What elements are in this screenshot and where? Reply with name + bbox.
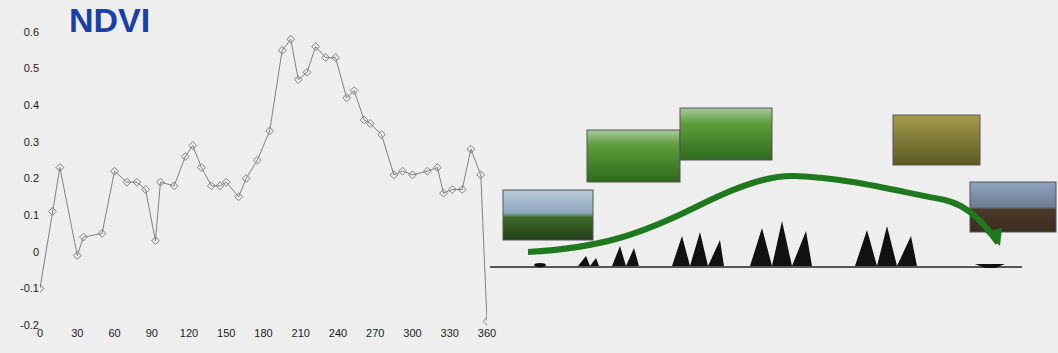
svg-text:0: 0 <box>33 246 39 258</box>
svg-text:210: 210 <box>292 327 310 339</box>
svg-text:0.6: 0.6 <box>24 26 39 38</box>
svg-text:270: 270 <box>366 327 384 339</box>
svg-text:0.1: 0.1 <box>24 209 39 221</box>
svg-text:180: 180 <box>254 327 272 339</box>
svg-text:0.3: 0.3 <box>24 136 39 148</box>
svg-text:240: 240 <box>329 327 347 339</box>
svg-text:30: 30 <box>71 327 83 339</box>
svg-text:60: 60 <box>108 327 120 339</box>
svg-text:90: 90 <box>146 327 158 339</box>
svg-text:0.2: 0.2 <box>24 172 39 184</box>
svg-text:0: 0 <box>37 327 43 339</box>
svg-text:300: 300 <box>403 327 421 339</box>
svg-text:-0.1: -0.1 <box>20 282 39 294</box>
svg-text:-0.2: -0.2 <box>20 319 39 331</box>
svg-text:150: 150 <box>217 327 235 339</box>
svg-text:120: 120 <box>180 327 198 339</box>
svg-text:0.4: 0.4 <box>24 99 39 111</box>
svg-text:NDVI: NDVI <box>69 1 150 39</box>
svg-text:0.5: 0.5 <box>24 62 39 74</box>
svg-text:360: 360 <box>478 327 496 339</box>
svg-text:330: 330 <box>441 327 459 339</box>
